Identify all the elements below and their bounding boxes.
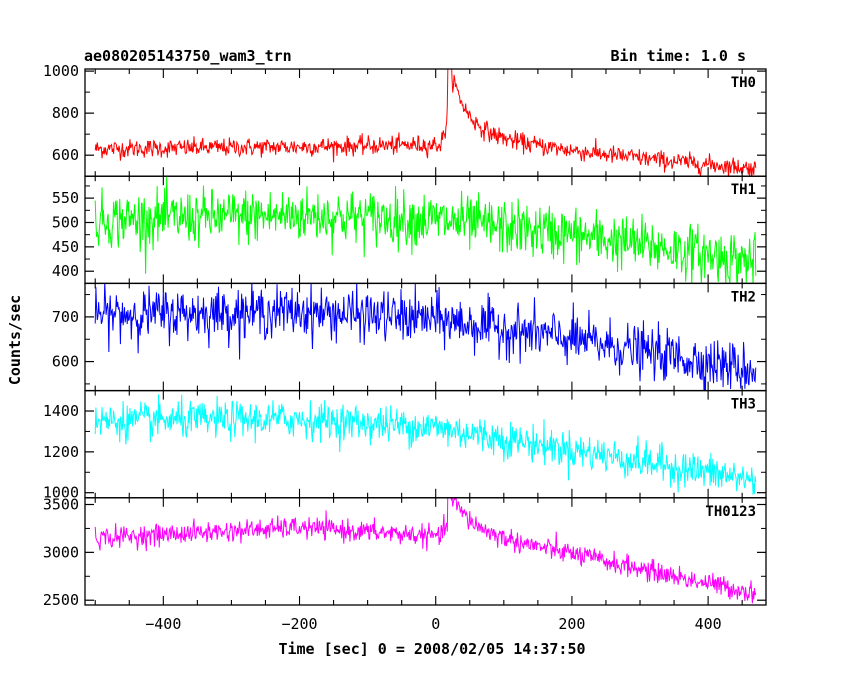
y-tick-label: 3000 [43,543,79,561]
series-line-th2 [94,283,757,391]
y-tick-label: 700 [52,308,79,326]
x-tick-label: −400 [145,615,181,633]
y-tick-label: 400 [52,262,79,280]
y-tick-label: 1200 [43,443,79,461]
y-tick-label: 550 [52,189,79,207]
series-line-th0 [94,69,757,177]
panel-frame [84,175,767,285]
series-label-th3: TH3 [731,397,756,413]
series-line-th3 [94,394,757,495]
y-tick-label: 500 [52,213,79,231]
bin-time-label: Bin time: 1.0 s [611,47,746,65]
x-axis-label: Time [sec] 0 = 2008/02/05 14:37:50 [278,640,585,658]
x-tick-label: 200 [558,615,585,633]
y-tick-label: 3500 [43,496,79,514]
panel-frame [84,497,767,606]
series-line-th1 [94,176,757,284]
panel-th0: 600 800 1000 TH0 [43,62,767,177]
y-tick-label: 800 [52,104,79,122]
series-label-th0123: TH0123 [705,504,756,520]
panel-th0123: 2500 3000 3500 TH0123 [43,496,767,609]
chart-title: ae080205143750_wam3_trn [84,47,292,65]
y-tick-label: 600 [52,353,79,371]
y-tick-label: 2500 [43,591,79,609]
panel-th2: 600 700 TH2 [52,282,767,392]
x-tick-label: −200 [281,615,317,633]
panel-th1: 400 450 500 550 TH1 [52,175,767,285]
series-label-th2: TH2 [731,289,756,305]
y-tick-label: 1000 [43,62,79,80]
y-tick-label: 600 [52,146,79,164]
series-line-th0123 [94,497,757,604]
x-tick-label: 400 [695,615,722,633]
y-tick-label: 450 [52,238,79,256]
series-label-th1: TH1 [731,182,756,198]
y-tick-label: 1400 [43,402,79,420]
panel-th3: 1000 1200 1400 TH3 [43,389,767,502]
x-tick-label: 0 [431,615,440,633]
series-label-th0: TH0 [731,75,756,91]
y-tick-label: 1000 [43,484,79,502]
y-axis-label: Counts/sec [6,295,24,385]
panels-group: 600 800 1000 TH0 400 450 500 550 TH1 600 700 TH2 100… [43,62,767,633]
panel-frame [84,389,767,499]
